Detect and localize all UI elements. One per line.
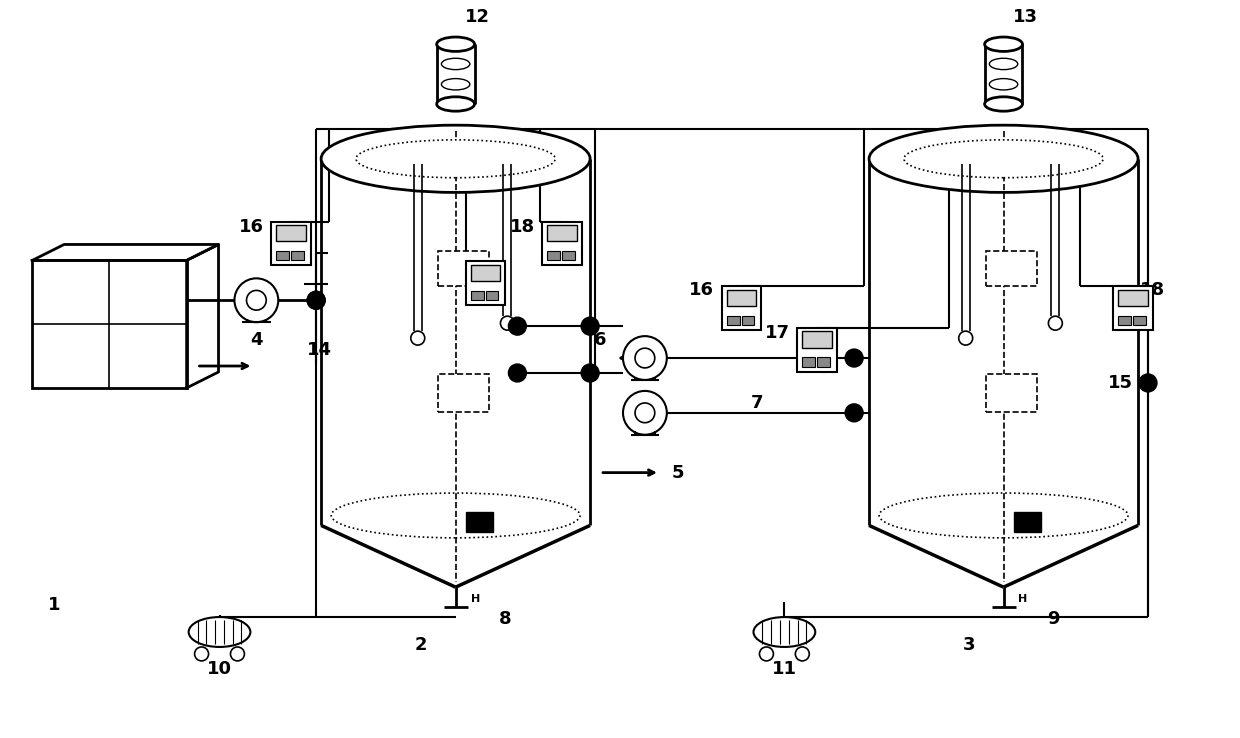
Bar	[1013, 512, 1042, 532]
Bar	[802, 331, 832, 348]
Ellipse shape	[188, 617, 250, 647]
Circle shape	[1048, 316, 1063, 330]
Bar	[465, 512, 494, 532]
Ellipse shape	[436, 97, 475, 111]
Circle shape	[1140, 374, 1157, 392]
Bar	[1114, 286, 1153, 330]
Circle shape	[247, 290, 267, 310]
Ellipse shape	[441, 58, 470, 69]
Circle shape	[846, 404, 863, 422]
Bar	[438, 374, 490, 412]
Circle shape	[635, 403, 655, 423]
Text: 5: 5	[672, 463, 684, 482]
Text: H: H	[470, 594, 480, 604]
Circle shape	[308, 292, 325, 309]
Bar	[272, 221, 311, 266]
Circle shape	[195, 647, 208, 661]
Bar	[1133, 316, 1146, 325]
Ellipse shape	[990, 79, 1018, 90]
Text: 15: 15	[1107, 374, 1132, 392]
Bar	[470, 291, 484, 300]
Text: 16: 16	[239, 218, 264, 235]
Ellipse shape	[904, 140, 1104, 178]
Bar	[470, 265, 501, 281]
Ellipse shape	[436, 37, 475, 52]
Circle shape	[308, 292, 325, 309]
Ellipse shape	[356, 140, 556, 178]
Circle shape	[795, 647, 810, 661]
Bar	[742, 316, 754, 325]
Text: 4: 4	[250, 331, 263, 349]
Text: 3: 3	[962, 636, 975, 654]
Circle shape	[234, 278, 278, 323]
Text: 2: 2	[414, 636, 427, 654]
Bar	[562, 251, 575, 261]
Circle shape	[635, 348, 655, 368]
Bar	[727, 316, 739, 325]
Text: 14: 14	[306, 341, 331, 359]
Text: 13: 13	[1013, 8, 1038, 27]
Text: 16: 16	[689, 281, 714, 300]
Bar	[542, 221, 582, 266]
Text: 7: 7	[751, 394, 764, 412]
Bar	[547, 225, 577, 241]
Circle shape	[501, 316, 515, 330]
Bar	[797, 328, 837, 372]
Text: 6: 6	[594, 331, 606, 349]
Text: H: H	[1018, 594, 1028, 604]
Bar	[277, 225, 306, 241]
Bar	[986, 251, 1038, 286]
Circle shape	[582, 317, 599, 335]
Circle shape	[508, 317, 526, 335]
Ellipse shape	[321, 125, 590, 193]
Ellipse shape	[331, 493, 580, 538]
Text: 18: 18	[510, 218, 534, 235]
Ellipse shape	[441, 79, 470, 90]
Bar	[465, 261, 506, 306]
Bar	[486, 291, 498, 300]
Circle shape	[959, 331, 972, 345]
Circle shape	[508, 364, 526, 382]
Circle shape	[582, 364, 599, 382]
Bar	[986, 374, 1038, 412]
Text: 12: 12	[465, 8, 490, 27]
Bar	[32, 261, 187, 388]
Circle shape	[410, 331, 425, 345]
Bar	[547, 251, 560, 261]
Text: 17: 17	[765, 324, 790, 342]
Ellipse shape	[985, 37, 1023, 52]
Bar	[277, 251, 289, 261]
Text: 18: 18	[1141, 281, 1166, 300]
Bar	[727, 289, 756, 306]
Ellipse shape	[990, 58, 1018, 69]
Bar	[722, 286, 761, 330]
Circle shape	[231, 647, 244, 661]
Text: 10: 10	[207, 660, 232, 678]
Circle shape	[622, 336, 667, 380]
Circle shape	[622, 391, 667, 435]
Ellipse shape	[879, 493, 1128, 538]
Ellipse shape	[985, 97, 1023, 111]
Text: 1: 1	[48, 596, 61, 614]
Circle shape	[759, 647, 774, 661]
Bar	[1118, 289, 1148, 306]
Ellipse shape	[869, 125, 1138, 193]
Bar	[291, 251, 304, 261]
Text: 8: 8	[500, 610, 512, 628]
Bar	[817, 357, 831, 367]
Ellipse shape	[754, 617, 815, 647]
Text: 11: 11	[771, 660, 797, 678]
Text: 9: 9	[1047, 610, 1060, 628]
Circle shape	[846, 349, 863, 367]
Bar	[1118, 316, 1131, 325]
Text: 17: 17	[436, 258, 461, 275]
Bar	[438, 251, 490, 286]
Bar	[802, 357, 815, 367]
